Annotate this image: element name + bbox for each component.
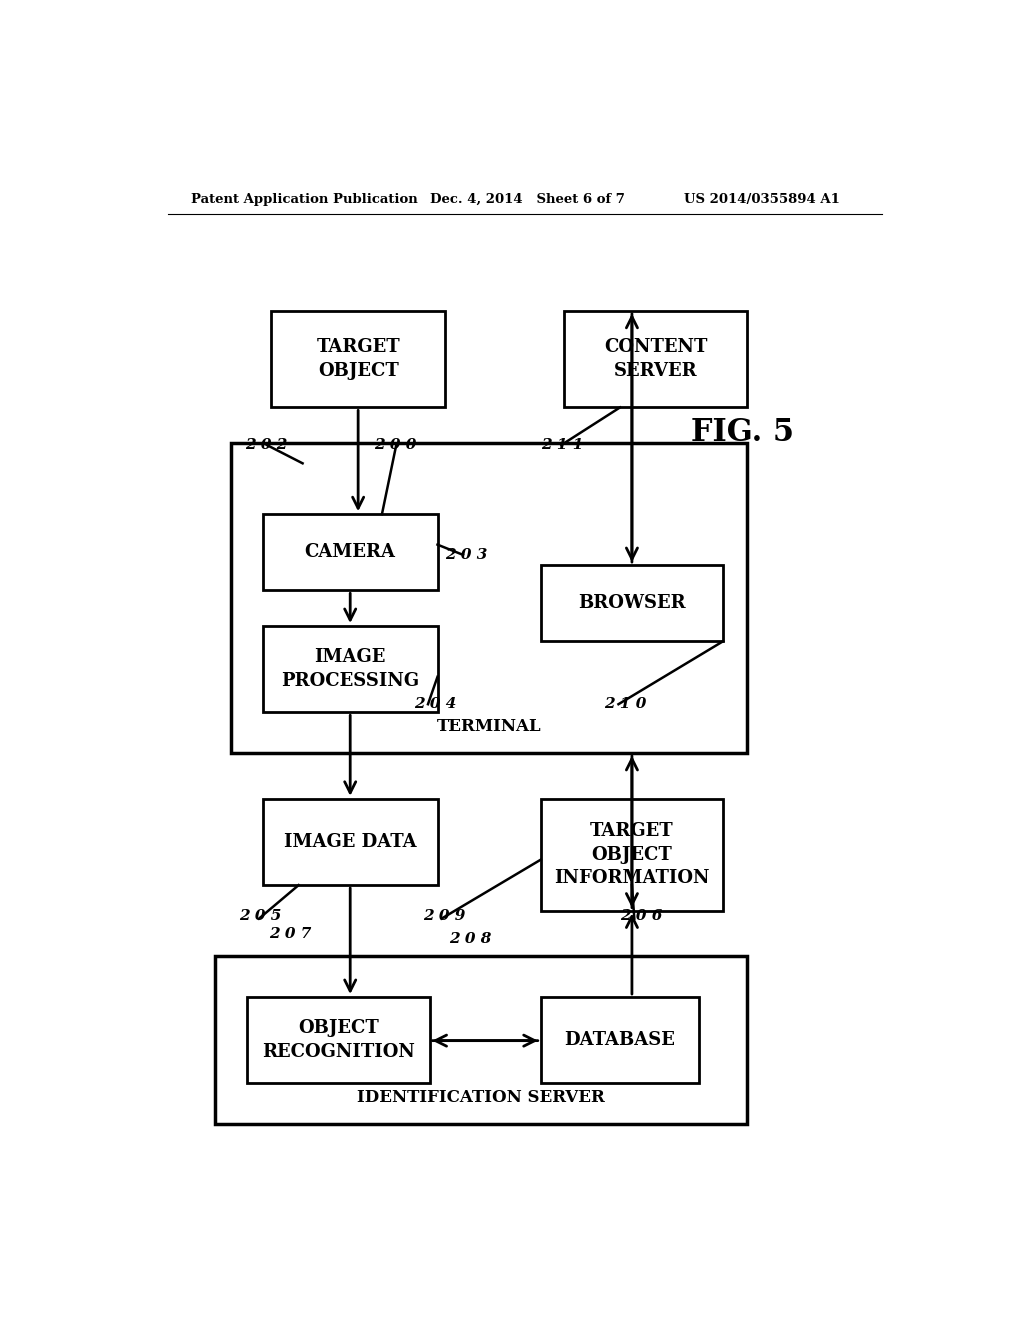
Text: 2 0 4: 2 0 4 (414, 697, 456, 711)
Text: US 2014/0355894 A1: US 2014/0355894 A1 (684, 193, 840, 206)
Text: 2 1 0: 2 1 0 (604, 697, 646, 711)
Text: CAMERA: CAMERA (305, 544, 395, 561)
Text: Patent Application Publication: Patent Application Publication (191, 193, 418, 206)
Text: IMAGE
PROCESSING: IMAGE PROCESSING (282, 648, 419, 690)
Text: 2 0 9: 2 0 9 (423, 908, 466, 923)
Text: 2 0 3: 2 0 3 (445, 548, 487, 562)
FancyBboxPatch shape (541, 565, 723, 642)
Text: 2 0 7: 2 0 7 (269, 927, 311, 941)
Text: 2 0 0: 2 0 0 (374, 438, 417, 451)
FancyBboxPatch shape (263, 799, 437, 886)
Text: TERMINAL: TERMINAL (437, 718, 542, 735)
Text: 2 0 2: 2 0 2 (246, 438, 288, 451)
FancyBboxPatch shape (270, 312, 445, 408)
Text: CONTENT
SERVER: CONTENT SERVER (604, 338, 708, 380)
Text: TARGET
OBJECT: TARGET OBJECT (316, 338, 400, 380)
Text: FIG. 5: FIG. 5 (691, 417, 795, 449)
Text: 2 1 1: 2 1 1 (541, 438, 583, 451)
FancyBboxPatch shape (263, 626, 437, 713)
Text: 2 0 6: 2 0 6 (620, 908, 663, 923)
Text: IDENTIFICATION SERVER: IDENTIFICATION SERVER (357, 1089, 605, 1106)
Text: BROWSER: BROWSER (579, 594, 686, 612)
Text: 2 0 8: 2 0 8 (450, 932, 492, 946)
Text: OBJECT
RECOGNITION: OBJECT RECOGNITION (262, 1019, 415, 1061)
FancyBboxPatch shape (215, 956, 748, 1125)
Text: DATABASE: DATABASE (564, 1031, 676, 1049)
FancyBboxPatch shape (247, 997, 430, 1084)
Text: TARGET
OBJECT
INFORMATION: TARGET OBJECT INFORMATION (554, 822, 710, 887)
FancyBboxPatch shape (541, 997, 699, 1084)
FancyBboxPatch shape (263, 515, 437, 590)
Text: IMAGE DATA: IMAGE DATA (284, 833, 417, 851)
Text: Dec. 4, 2014   Sheet 6 of 7: Dec. 4, 2014 Sheet 6 of 7 (430, 193, 625, 206)
Text: 2 0 5: 2 0 5 (240, 908, 282, 923)
FancyBboxPatch shape (541, 799, 723, 911)
FancyBboxPatch shape (231, 444, 748, 752)
FancyBboxPatch shape (564, 312, 748, 408)
